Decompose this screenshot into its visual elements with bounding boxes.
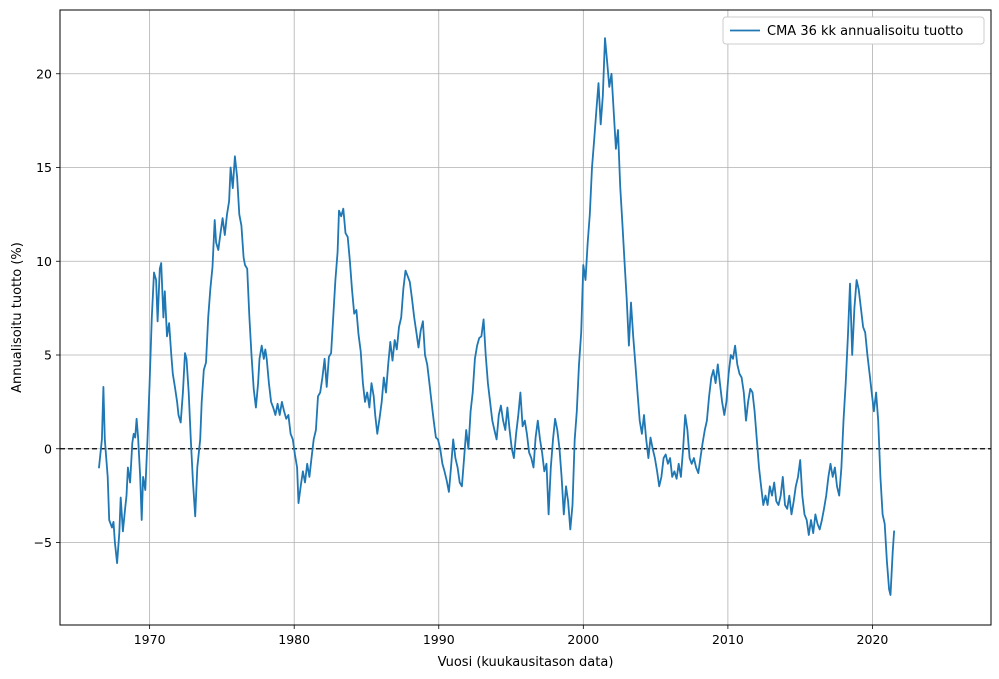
x-axis-label: Vuosi (kuukausitason data): [438, 655, 614, 670]
x-tick-label: 1990: [423, 632, 455, 647]
x-tick-label: 2010: [712, 632, 744, 647]
y-tick-label: 5: [44, 348, 52, 363]
y-tick-label: 20: [36, 66, 52, 81]
legend-box: [722, 16, 985, 45]
x-tick-label: 2000: [567, 632, 599, 647]
y-tick-label: −5: [34, 535, 52, 550]
x-tick-label: 1980: [278, 632, 310, 647]
y-axis: −5 0 5 10 15 20: [34, 66, 60, 550]
x-tick-label: 2020: [857, 632, 889, 647]
plot-area-frame: [59, 9, 992, 626]
legend-entry-label: CMA 36 kk annualisoitu tuotto: [767, 24, 963, 39]
y-tick-label: 15: [36, 160, 52, 175]
legend: CMA 36 kk annualisoitu tuotto: [722, 16, 985, 45]
series-line-cma-36kk: [98, 37, 895, 596]
x-tick-label: 1970: [134, 632, 166, 647]
y-tick-label: 0: [44, 441, 52, 456]
x-axis: 1970 1980 1990 2000 2010 2020: [134, 625, 889, 647]
y-axis-label: Annualisoitu tuotto (%): [10, 242, 25, 393]
y-tick-label: 10: [36, 254, 52, 269]
